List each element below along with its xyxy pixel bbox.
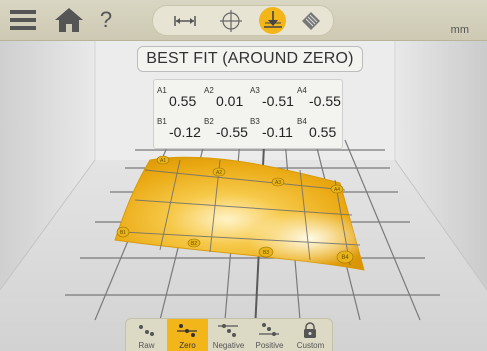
level-down-icon (263, 10, 282, 28)
surface-pattern-icon (301, 11, 320, 30)
fit-title: BEST FIT (AROUND ZERO) (137, 46, 363, 72)
level-mode-button[interactable] (259, 7, 286, 34)
value-a3: A3 -0.51 (250, 86, 294, 109)
zero-points-icon (177, 324, 197, 337)
lock-icon (304, 322, 316, 338)
negative-mode-button[interactable]: Negative (208, 319, 249, 351)
svg-text:B3: B3 (263, 250, 269, 256)
value-b1: B1 -0.12 (157, 117, 201, 140)
value-b2: B2 -0.55 (204, 117, 248, 140)
measure-points: A1 A2 A3 A4 B1 B2 B3 B4 (116, 155, 354, 264)
mode-selector (152, 5, 334, 36)
top-bar: ? mm (0, 0, 487, 41)
svg-text:B1: B1 (120, 230, 126, 236)
svg-text:A3: A3 (275, 180, 281, 186)
svg-text:A1: A1 (160, 158, 166, 164)
point-b1: B1 (116, 226, 130, 238)
point-b2: B2 (187, 238, 201, 248)
negative-points-icon (218, 324, 238, 337)
custom-mode-button[interactable]: Custom (290, 319, 331, 351)
raw-mode-button[interactable]: Raw (126, 319, 167, 351)
point-b3: B3 (258, 246, 274, 258)
value-a2: A2 0.01 (204, 86, 244, 109)
value-b4: B4 0.55 (297, 117, 337, 140)
crosshair-icon (219, 9, 242, 32)
value-a1: A1 0.55 (157, 86, 197, 109)
svg-text:B2: B2 (191, 241, 197, 247)
point-b4: B4 (336, 250, 354, 264)
help-button[interactable]: ? (99, 7, 113, 32)
distance-mode-button[interactable] (171, 7, 198, 34)
home-icon[interactable] (52, 4, 86, 36)
surface-mode-button[interactable] (297, 7, 324, 34)
svg-text:A2: A2 (216, 170, 222, 176)
raw-points-icon (139, 325, 154, 336)
arrow-distance-icon (173, 15, 196, 26)
positive-points-icon (259, 323, 279, 336)
hamburger-icon[interactable] (6, 4, 40, 36)
svg-text:A4: A4 (334, 187, 340, 193)
point-a3: A3 (271, 177, 285, 187)
value-b3: B3 -0.11 (250, 117, 293, 140)
positive-mode-button[interactable]: Positive (249, 319, 290, 351)
unit-label: mm (450, 24, 469, 36)
svg-text:B4: B4 (341, 255, 349, 261)
fit-mode-bar: Raw Zero Negative Positive Custom (125, 318, 333, 351)
crosshair-mode-button[interactable] (217, 7, 244, 34)
point-a2: A2 (212, 167, 226, 177)
zero-mode-button[interactable]: Zero (167, 319, 208, 351)
values-panel: A1 0.55 A2 0.01 A3 -0.51 A4 -0.55 B1 -0.12 B2… (153, 79, 343, 149)
point-a4: A4 (330, 184, 344, 194)
point-a1: A1 (156, 155, 170, 165)
value-a4: A4 -0.55 (297, 86, 341, 109)
